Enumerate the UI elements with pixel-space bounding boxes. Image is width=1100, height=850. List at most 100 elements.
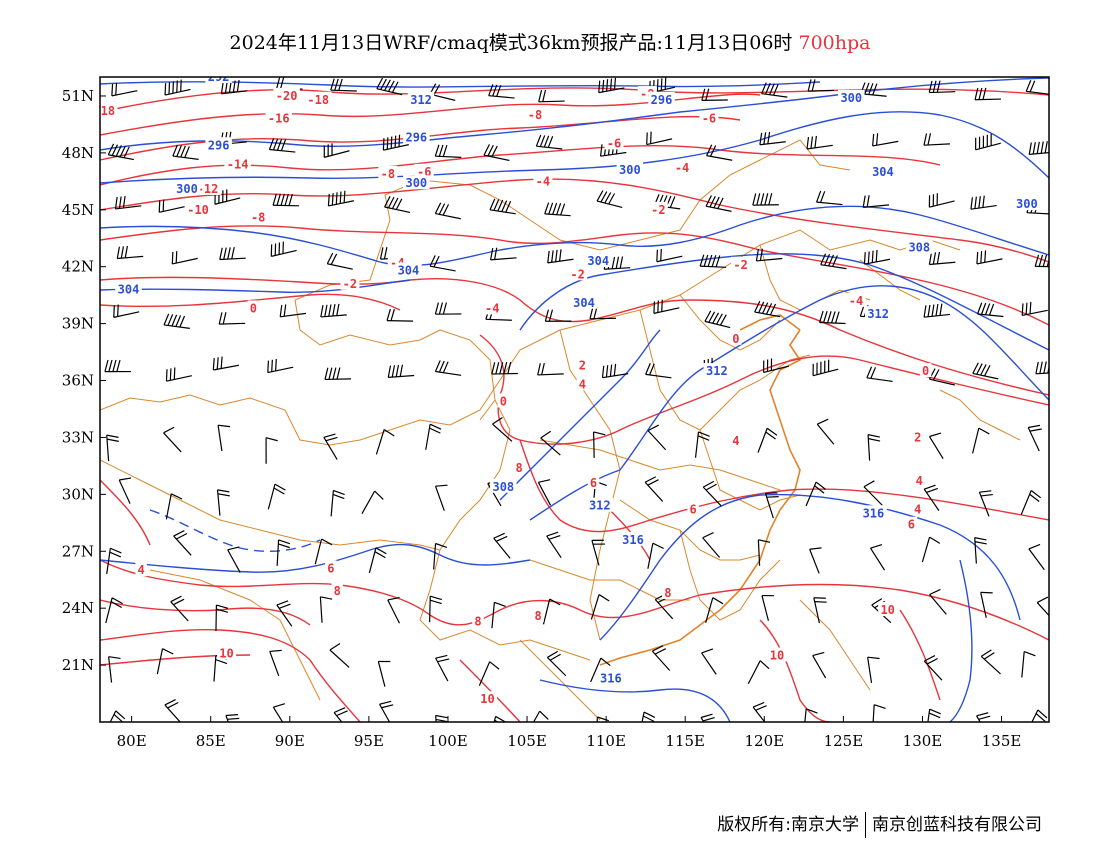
boundaries-layer: [100, 139, 1021, 721]
wind-barb: [702, 480, 722, 507]
wind-barb: [809, 547, 822, 574]
wind-barb: [1028, 141, 1049, 155]
wind-barb: [493, 532, 511, 559]
wind-barb: [272, 703, 285, 722]
height-contour-label-bg: [173, 180, 201, 195]
wind-barb: [118, 477, 132, 504]
lon-tick-label: 90E: [275, 732, 305, 750]
isotherm-label: -4: [536, 174, 550, 188]
wind-barb: [976, 302, 1004, 318]
wind-barb: [493, 715, 507, 722]
height-labels: 292 312 296 296 296 300 300 300 300 300 304 304 304 3…: [115, 77, 1041, 685]
isotherm-label-bg: [878, 602, 898, 617]
height-contour-label-bg: [864, 306, 892, 321]
isotherm-label: 2: [579, 358, 586, 372]
wind-barb: [1034, 254, 1049, 268]
wind-barb: [375, 429, 395, 455]
isotherm-label-bg: [911, 501, 924, 516]
wind-barb: [872, 704, 886, 722]
wind-barb: [755, 248, 783, 262]
wind-barb: [700, 713, 715, 722]
wind-barb: [492, 416, 513, 442]
wind-barb: [104, 359, 131, 373]
wind-barb: [647, 542, 664, 569]
wind-barb: [928, 80, 956, 94]
wind-barb: [108, 656, 121, 683]
height-contour-label: 316: [600, 671, 622, 685]
wind-barb: [537, 479, 552, 506]
wind-barb: [863, 480, 883, 506]
height-contour-label-bg: [584, 253, 612, 268]
isotherm-label-bg: [414, 163, 434, 178]
wind-barb: [923, 484, 940, 511]
wind-barb: [268, 138, 296, 153]
wind-barb: [429, 255, 456, 272]
wind-barb: [227, 546, 241, 573]
wind-barb: [757, 539, 771, 566]
wind-barb: [265, 437, 278, 464]
temperature-labels: 18-20 -18-16-14-12-10-8-8-8-8-6-6-6-4-4-4…: [100, 86, 932, 706]
wind-barb: [164, 79, 191, 96]
isotherm-label: 6: [327, 561, 334, 575]
wind-barb: [537, 362, 564, 376]
isotherm-label: -2: [343, 277, 357, 291]
isotherm-label-bg: [911, 429, 924, 444]
height-contour-label-bg: [403, 175, 430, 190]
isotherm-label-bg: [532, 607, 544, 622]
wind-barb: [327, 190, 355, 207]
wind-barb: [1028, 543, 1045, 571]
wind-barb: [272, 193, 300, 207]
isotherm-label: 8: [474, 614, 481, 628]
wind-barb: [488, 84, 515, 99]
isotherm-label: 18: [101, 104, 115, 118]
wind-barb: [158, 199, 185, 213]
height-contour-label-bg: [648, 91, 675, 106]
wind-barb: [267, 483, 286, 510]
wind-barb: [976, 712, 991, 722]
isotherm-label-bg: [662, 585, 674, 599]
wind-barb: [324, 367, 352, 381]
wind-barb: [216, 489, 230, 516]
isotherm-label: -8: [381, 167, 395, 181]
isotherm-label: -20: [276, 89, 298, 103]
height-contour-label: 312: [410, 93, 432, 107]
wind-barb: [644, 476, 664, 502]
isotherm-label: -2: [651, 203, 665, 217]
wind-barb: [106, 434, 119, 462]
lat-axis: 51N 48N 45N 42N 39N 36N 33N 30N 27N 24N 21N: [62, 87, 106, 674]
wind-barb: [972, 427, 990, 454]
wind-barb: [656, 248, 683, 263]
wind-barb: [762, 358, 789, 374]
height-contour-label-bg: [395, 262, 422, 277]
wind-barb: [116, 245, 144, 260]
lon-tick-label: 130E: [903, 732, 943, 750]
isotherm-label-bg: [248, 209, 268, 224]
wind-barb: [544, 202, 571, 217]
isotherm-label-bg: [305, 91, 332, 106]
wind-barb: [813, 597, 827, 624]
height-contour-label-bg: [407, 91, 435, 106]
wind-barb: [163, 313, 190, 329]
wind-barb: [164, 698, 181, 722]
height-contour-label: 300: [405, 176, 427, 190]
height-contour-label: 304: [573, 296, 595, 310]
isotherm-label-bg: [672, 160, 692, 175]
wind-barb: [764, 492, 779, 519]
wind-barb: [757, 427, 778, 453]
wind-barb: [267, 358, 294, 374]
isotherm-label: 0: [922, 364, 929, 378]
wind-barb: [326, 252, 353, 270]
lon-tick-label: 125E: [824, 732, 864, 750]
lat-tick-label: 45N: [62, 201, 94, 219]
lat-tick-label: 42N: [62, 258, 94, 276]
wind-barb: [105, 597, 123, 624]
wind-barb: [928, 432, 944, 459]
isotherm-label: 8: [516, 461, 523, 475]
coastline-layer: [599, 314, 802, 666]
isotherm-label-bg: [184, 201, 212, 216]
wind-barb: [219, 247, 246, 261]
wind-barb: [320, 303, 347, 318]
wind-barb: [867, 656, 880, 683]
isotherm-label: -4: [485, 301, 499, 315]
wind-barb: [538, 89, 565, 103]
